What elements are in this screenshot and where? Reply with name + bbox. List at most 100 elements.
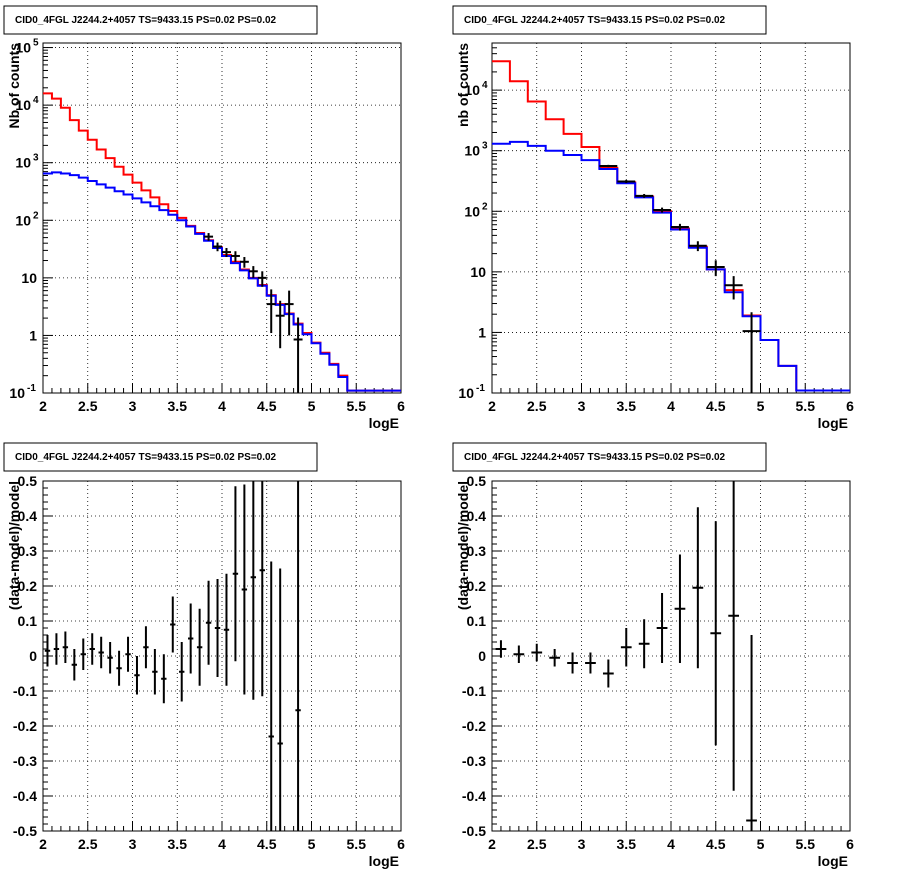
residual-point (585, 652, 596, 674)
y-tick-exponent: 4 (33, 95, 39, 106)
chart-counts_right: CID0_4FGL J2244.2+4057 TS=9433.15 PS=0.0… (452, 5, 854, 431)
x-axis-title: logE (818, 415, 848, 431)
data-point (653, 207, 671, 213)
data-point (293, 317, 303, 393)
x-tick-label: 2 (488, 398, 496, 414)
residual-point (152, 649, 158, 695)
chart-title: CID0_4FGL J2244.2+4057 TS=9433.15 PS=0.0… (464, 15, 726, 26)
histogram-source-model (43, 171, 401, 392)
y-tick-label: 0.4 (18, 508, 38, 524)
chart-title: CID0_4FGL J2244.2+4057 TS=9433.15 PS=0.0… (464, 452, 726, 463)
residual-point (80, 638, 86, 670)
data-point (671, 223, 689, 231)
y-tick-exponent: -1 (27, 383, 36, 394)
x-tick-label: 4 (218, 398, 226, 414)
data-point (635, 193, 654, 198)
y-tick-label: 0.3 (467, 543, 487, 559)
residual-point (89, 633, 95, 665)
y-tick-exponent: 5 (33, 38, 39, 49)
x-tick-label: 2.5 (78, 836, 98, 852)
residual-point (549, 649, 561, 667)
x-tick-label: 6 (846, 398, 854, 414)
y-axis: -0.5 -0.4 -0.3 -0.2 -0.1 0 0.1 0.2 0.3 0.4 0.5 (462, 473, 502, 839)
residual-point (179, 642, 185, 702)
x-tick-label: 5 (308, 836, 316, 852)
y-tick-label: -0.1 (13, 683, 37, 699)
y-tick-label: 1 (29, 327, 37, 343)
y-tick-exponent: 2 (33, 210, 39, 221)
residual-point (656, 593, 668, 663)
data-point (222, 248, 231, 258)
residual-point (214, 579, 221, 677)
residual-point (602, 659, 614, 688)
y-tick-label: 0.5 (18, 473, 38, 489)
x-axis: 2 2.5 3 3.5 4 4.5 5 5.5 6 (488, 383, 854, 414)
x-tick-label: 6 (397, 836, 405, 852)
residual-point (250, 481, 257, 700)
x-axis: 2 2.5 3 3.5 4 4.5 5 5.5 6 (39, 383, 405, 414)
residual-point (259, 481, 265, 697)
residual-point (187, 603, 194, 674)
y-tick-label: 10 (458, 385, 474, 401)
data-point (706, 260, 725, 277)
residual-point (728, 481, 740, 791)
chart-resid_right: CID0_4FGL J2244.2+4057 TS=9433.15 PS=0.0… (452, 442, 854, 869)
y-axis-title: nb of counts (455, 43, 471, 127)
residual-point (143, 626, 149, 669)
y-tick-exponent: 3 (482, 141, 488, 152)
data-point (213, 242, 222, 252)
chart-title: CID0_4FGL J2244.2+4057 TS=9433.15 PS=0.0… (15, 15, 277, 26)
y-tick-label: -0.3 (462, 753, 486, 769)
x-tick-label: 4.5 (706, 836, 726, 852)
chart-resid_left: CID0_4FGL J2244.2+4057 TS=9433.15 PS=0.0… (3, 442, 405, 869)
y-tick-label: -0.3 (13, 753, 37, 769)
x-tick-label: 5 (757, 836, 765, 852)
residual-point (241, 484, 248, 695)
residual-point (567, 652, 578, 674)
residual-point (134, 656, 140, 695)
x-tick-label: 4 (667, 836, 675, 852)
y-tick-label: 10 (464, 203, 480, 219)
title-box (452, 442, 767, 472)
residual-point (232, 486, 239, 662)
y-tick-label: 10 (9, 385, 25, 401)
plot-area (43, 92, 401, 393)
residual-point (44, 635, 51, 667)
x-tick-label: 4.5 (257, 398, 277, 414)
y-tick-label: 10 (464, 143, 480, 159)
data-point (724, 276, 743, 300)
x-tick-label: 2.5 (527, 836, 547, 852)
x-tick-label: 5.5 (796, 836, 816, 852)
residual-point (531, 643, 543, 662)
histogram-total-model (43, 92, 401, 392)
y-axis-title: Nb of counts (6, 43, 22, 129)
data-point (742, 312, 761, 393)
x-axis: 2 2.5 3 3.5 4 4.5 5 5.5 6 (39, 821, 405, 852)
x-tick-label: 3.5 (617, 398, 637, 414)
title-box (3, 5, 318, 35)
title-box (452, 5, 767, 35)
y-tick-label: 0 (478, 648, 486, 664)
y-tick-label: 0.2 (18, 578, 38, 594)
residual-point (223, 573, 230, 686)
x-tick-label: 6 (846, 836, 854, 852)
y-tick-label: 0.5 (467, 473, 487, 489)
residual-point (170, 596, 176, 653)
y-tick-exponent: 3 (33, 153, 39, 164)
residual-point (196, 608, 203, 686)
y-tick-exponent: -1 (476, 383, 485, 394)
x-tick-label: 2 (39, 836, 47, 852)
y-tick-label: 10 (464, 82, 480, 98)
y-tick-label: 0.1 (467, 613, 487, 629)
y-tick-label: 0.1 (18, 613, 38, 629)
y-tick-label: 0.3 (18, 543, 38, 559)
plot-area (492, 60, 850, 393)
data-point (239, 257, 249, 268)
x-tick-label: 2.5 (527, 398, 547, 414)
x-tick-label: 3.5 (168, 836, 188, 852)
data-point (599, 164, 618, 168)
residual-point (125, 636, 131, 672)
data-point (230, 251, 240, 262)
y-tick-label: 10 (470, 264, 486, 280)
